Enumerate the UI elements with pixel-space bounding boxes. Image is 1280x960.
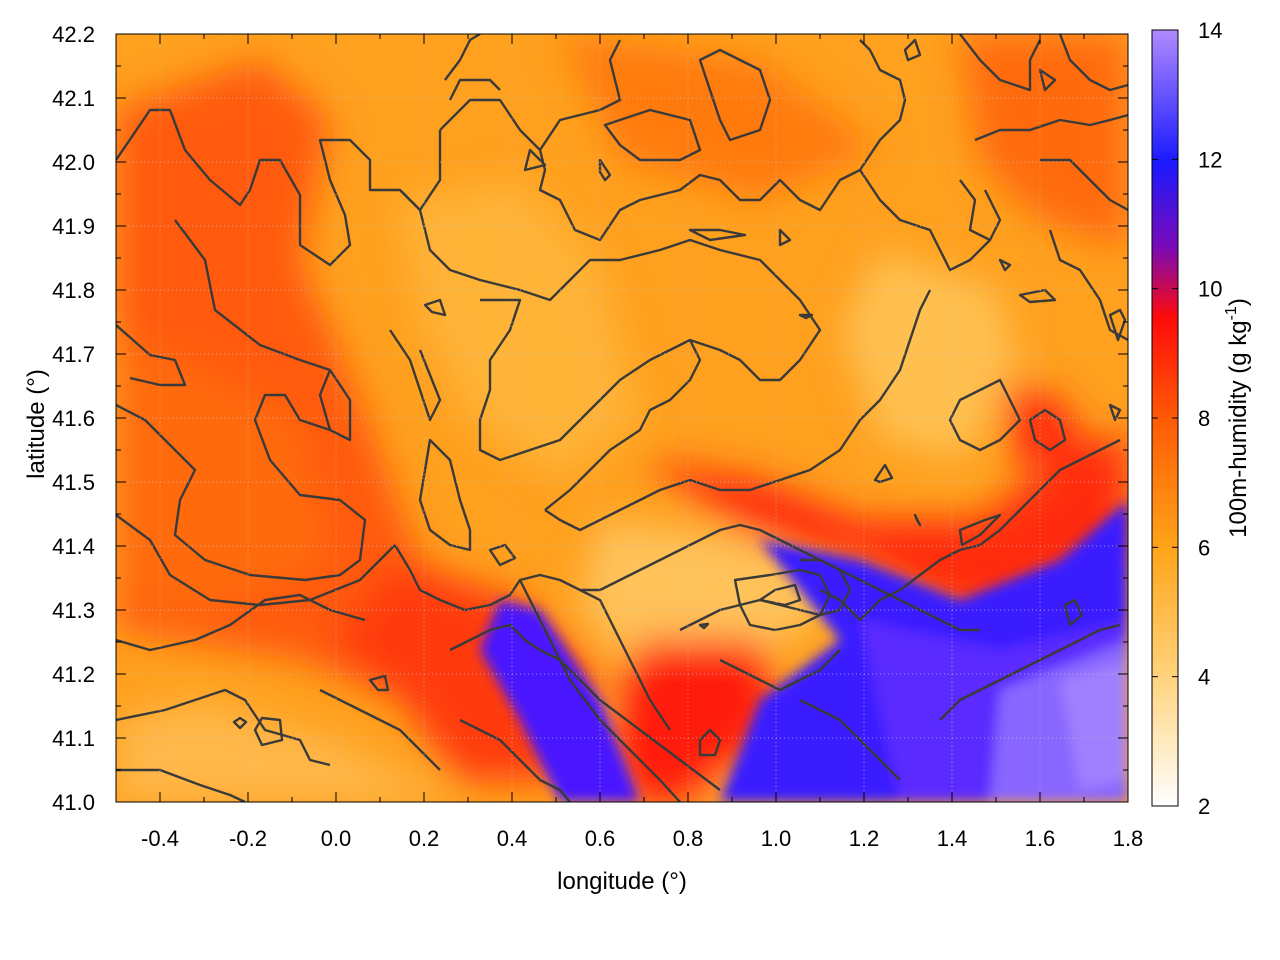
colorbar-tick-label: 4 — [1198, 665, 1210, 690]
colorbar-tick-label: 2 — [1198, 794, 1210, 819]
colorbar: 2 4 6 8 10 12 14 100m-humidity (g kg-1) — [1151, 18, 1252, 819]
y-tick-label: 41.8 — [52, 278, 95, 303]
x-tick-label: -0.4 — [141, 826, 179, 851]
x-tick-label: 0.4 — [497, 826, 528, 851]
colorbar-tick-label: 6 — [1198, 535, 1210, 560]
y-tick-label: 41.0 — [52, 790, 95, 815]
colorbar-tick-label: 10 — [1198, 277, 1222, 302]
colorbar-label-main: 100m-humidity (g kg — [1225, 320, 1252, 537]
y-tick-label: 41.6 — [52, 406, 95, 431]
y-tick-label: 41.9 — [52, 214, 95, 239]
x-tick-label: 1.2 — [849, 826, 880, 851]
y-tick-label: 41.7 — [52, 342, 95, 367]
colorbar-tick-label: 12 — [1198, 147, 1222, 172]
x-tick-label: 0.2 — [409, 826, 440, 851]
x-tick-label: 0.0 — [321, 826, 352, 851]
y-tick-label: 41.3 — [52, 598, 95, 623]
colorbar-tick-label: 8 — [1198, 406, 1210, 431]
y-tick-label: 42.1 — [52, 86, 95, 111]
y-tick-label: 42.0 — [52, 150, 95, 175]
x-tick-label: 1.4 — [937, 826, 968, 851]
x-axis-label: longitude (°) — [557, 868, 687, 895]
x-axis: -0.4 -0.2 0.0 0.2 0.4 0.6 0.8 1.0 1.2 1.4 1.6 1.8 — [115, 34, 1144, 851]
y-tick-label: 41.5 — [52, 470, 95, 495]
colorbar-tick-label: 14 — [1198, 18, 1222, 43]
y-tick-label: 41.1 — [52, 726, 95, 751]
y-tick-label: 41.2 — [52, 662, 95, 687]
heatmap-field — [116, 34, 1128, 802]
colorbar-label-exponent: -1 — [1223, 306, 1240, 320]
y-axis-label: latitude (°) — [23, 369, 50, 479]
y-tick-label: 41.4 — [52, 534, 95, 559]
x-tick-label: -0.2 — [229, 826, 267, 851]
x-tick-label: 0.8 — [673, 826, 704, 851]
terrain-contours — [116, 34, 1128, 802]
y-axis: 41.0 41.1 41.2 41.3 41.4 41.5 41.6 41.7 41.8 41.9… — [52, 22, 1128, 815]
x-tick-label: 1.0 — [761, 826, 792, 851]
y-tick-label: 42.2 — [52, 22, 95, 47]
colorbar-ticks: 2 4 6 8 10 12 14 — [1152, 18, 1222, 819]
x-tick-label: 0.6 — [585, 826, 616, 851]
colorbar-label: 100m-humidity (g kg-1) — [1223, 298, 1252, 538]
x-tick-label: 1.8 — [1113, 826, 1144, 851]
x-tick-label: 1.6 — [1025, 826, 1056, 851]
colorbar-label-close: ) — [1225, 298, 1252, 306]
